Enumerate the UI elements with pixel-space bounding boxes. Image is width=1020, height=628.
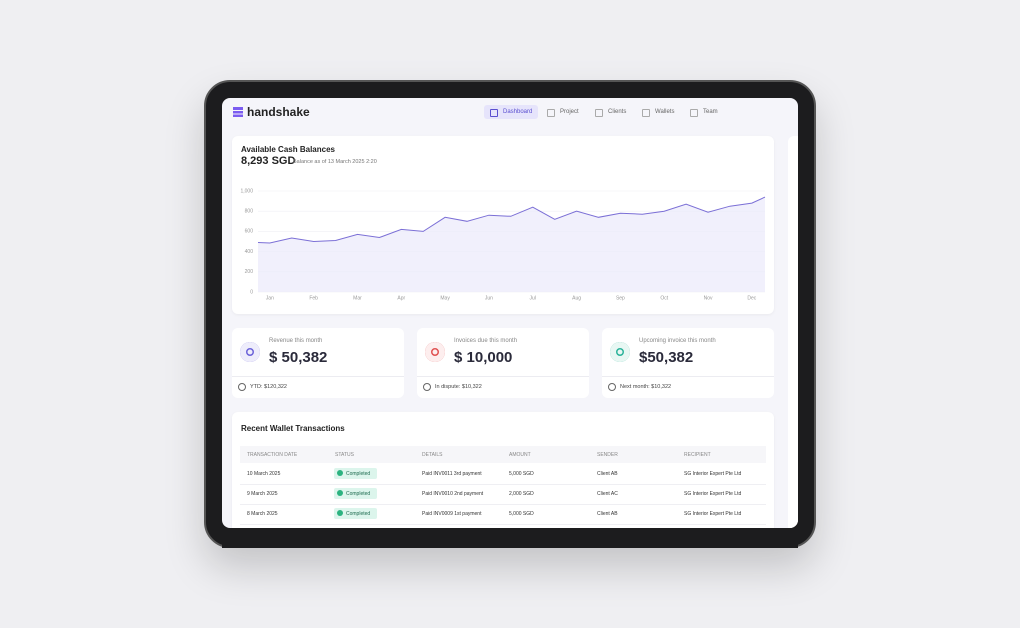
status-pill	[334, 488, 377, 499]
stat-divider	[602, 376, 774, 377]
stat-label: Revenue this month	[269, 338, 323, 344]
stat-value: $50,382	[639, 349, 694, 366]
nav-item[interactable]: Clients	[608, 109, 627, 115]
logo-icon	[233, 107, 243, 117]
cell: Paid INV0009 1st payment	[422, 511, 482, 517]
nav-icon	[490, 109, 498, 117]
status: Completed	[346, 491, 371, 497]
side-panel	[788, 136, 798, 528]
status-pill	[334, 508, 377, 519]
cell: 10 March 2025	[247, 471, 281, 477]
table-header-bg	[240, 446, 766, 463]
cell: 9 March 2025	[247, 491, 278, 497]
stat-value: $ 50,382	[269, 349, 328, 366]
logo: handshake	[247, 105, 310, 119]
stat-footer: Next month: $10,322	[620, 384, 672, 390]
stat-icon	[610, 342, 630, 362]
nav-item[interactable]: Team	[703, 109, 718, 115]
status-dot	[337, 510, 343, 516]
nav-icon	[642, 109, 650, 117]
screen-bottom-mask	[222, 528, 798, 548]
balance-amount: 8,293 SGD	[241, 155, 296, 167]
cell: Paid INV0010 2nd payment	[422, 491, 484, 497]
stat-icon	[425, 342, 445, 362]
nav-icon	[690, 109, 698, 117]
nav-icon	[595, 109, 603, 117]
stat-footer: In dispute: $10,322	[435, 384, 482, 390]
cell: Client AC	[597, 491, 618, 497]
column-header: RECIPIENT	[684, 452, 711, 458]
info-icon	[608, 383, 616, 391]
transactions-title: Recent Wallet Transactions	[241, 424, 345, 433]
balance-title: Available Cash Balances	[241, 145, 335, 154]
status: Completed	[346, 471, 371, 477]
stat-value: $ 10,000	[454, 349, 513, 366]
stat-divider	[417, 376, 589, 377]
nav-item[interactable]: Project	[560, 109, 579, 115]
cell: SG Interior Expert Pte Ltd	[684, 511, 742, 517]
cell: Paid INV0011 3rd payment	[422, 471, 482, 477]
stat-card	[602, 328, 774, 398]
cell: SG Interior Expert Pte Ltd	[684, 471, 742, 477]
cell: 5,000 SGD	[509, 471, 534, 477]
info-icon	[423, 383, 431, 391]
cell: SG Interior Expert Pte Ltd	[684, 491, 742, 497]
cell: 2,000 SGD	[509, 491, 534, 497]
row-divider	[240, 484, 766, 485]
column-header: DETAILS	[422, 452, 443, 458]
status-pill	[334, 468, 377, 479]
stat-label: Invoices due this month	[454, 338, 518, 344]
nav-item[interactable]: Wallets	[655, 109, 675, 115]
status-dot	[337, 490, 343, 496]
stat-divider	[232, 376, 404, 377]
stat-card	[232, 328, 404, 398]
cell: Client AB	[597, 511, 618, 517]
info-icon	[238, 383, 246, 391]
row-divider	[240, 524, 766, 525]
column-header: AMOUNT	[509, 452, 531, 458]
column-header: STATUS	[335, 452, 354, 458]
stat-label: Upcoming invoice this month	[639, 338, 716, 344]
nav-icon	[547, 109, 555, 117]
column-header: TRANSACTION DATE	[247, 452, 298, 458]
status-dot	[337, 470, 343, 476]
stat-card	[417, 328, 589, 398]
row-divider	[240, 504, 766, 505]
column-header: SENDER	[597, 452, 618, 458]
stat-icon	[240, 342, 260, 362]
nav-item[interactable]: Dashboard	[503, 109, 533, 115]
cell: 8 March 2025	[247, 511, 278, 517]
cell: Client AB	[597, 471, 618, 477]
balance-note: Balance as of 13 March 2025 2:20	[293, 159, 377, 165]
cell: 5,000 SGD	[509, 511, 534, 517]
stat-footer: YTD: $120,322	[250, 384, 287, 390]
transactions-card	[232, 412, 774, 542]
status: Completed	[346, 511, 371, 517]
